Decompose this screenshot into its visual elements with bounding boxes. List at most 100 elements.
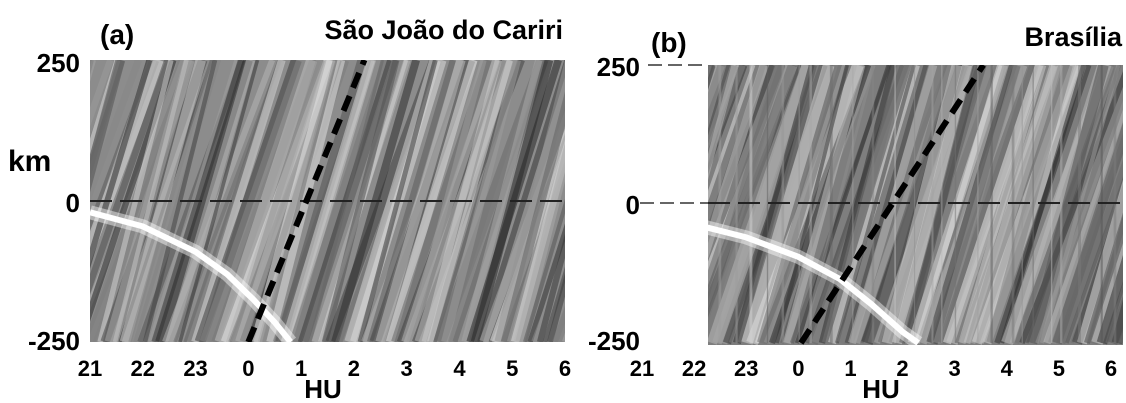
- panel-b-x-ticks: 21 22 23 0 1 2 3 4 5 6: [630, 356, 1117, 381]
- panel-a-xtick-6: 6: [559, 356, 571, 381]
- panel-b-xtick-22: 22: [682, 356, 706, 381]
- panel-a-texture-streak: [542, 266, 565, 342]
- panel-a-texture-streak: [494, 60, 565, 342]
- panel-b-texture-streak: [708, 65, 738, 181]
- panel-a-texture-streak: [600, 60, 686, 342]
- panel-b-texture-streak: [867, 65, 954, 345]
- panel-b-texture-streak: [572, 65, 661, 343]
- panel-b-bright-trace: [708, 224, 920, 345]
- panel-a-bright-trace: [90, 209, 293, 342]
- panel-b-xtick-6: 6: [1105, 356, 1117, 381]
- panel-a-texture-streak: [90, 60, 142, 203]
- panel-a-texture-streak: [90, 60, 125, 193]
- panel-a-texture-streak: [90, 60, 114, 128]
- panel-b-texture-streak: [1077, 179, 1123, 345]
- panel-b-ytick-0: 0: [626, 190, 640, 220]
- panel-b-texture-streak: [1086, 217, 1123, 345]
- panel-a-texture-streak: [0, 60, 31, 342]
- panel-b-texture-streak: [557, 65, 666, 343]
- panel-b-texture-streak: [708, 65, 727, 120]
- panel-b-texture-streak: [708, 65, 748, 175]
- panel-a-phase-line: [245, 60, 368, 342]
- panel-a-texture-streak: [0, 60, 40, 342]
- panel-a-y-ticks: 250 0 -250: [28, 48, 80, 356]
- panel-a-texture-streak: [0, 60, 46, 342]
- panel-b-label: (b): [651, 27, 687, 58]
- panel-a-texture-streak: [547, 273, 565, 342]
- panel-b-xtick-3: 3: [949, 356, 961, 381]
- panel-b-texture-streak: [602, 65, 689, 343]
- panel-a-ytick-250: 250: [37, 48, 80, 78]
- panel-b-texture-streak: [597, 65, 687, 343]
- panel-a-texture-streak: [90, 60, 94, 76]
- panel-a-xtick-3: 3: [401, 356, 413, 381]
- panel-a-texture-streak: [552, 306, 565, 342]
- panel-b-texture-streak: [1026, 65, 1109, 345]
- panel-b-title: Brasília: [1024, 22, 1123, 52]
- panel-a-texture-streak: [406, 60, 487, 342]
- panel-a-x-ticks: 21 22 23 0 1 2 3 4 5 6: [78, 356, 571, 381]
- panel-a-texture-streak: [191, 60, 286, 342]
- panel-a-texture-streak: [0, 60, 64, 342]
- panel-b-xtick-2: 2: [896, 356, 908, 381]
- panel-a-texture-streak: [0, 60, 66, 342]
- panel-b-texture-streak: [582, 65, 653, 343]
- panel-b-ytick-250: 250: [597, 52, 640, 82]
- panel-a-ytick-neg250: -250: [28, 326, 80, 356]
- panel-a-texture-streak: [570, 60, 671, 342]
- panel-b-texture-streak: [1043, 109, 1123, 345]
- panel-b-xtick-21: 21: [630, 356, 654, 381]
- panel-b-texture-streak: [708, 65, 716, 90]
- panel-a-texture-streak: [562, 332, 565, 342]
- panel-a-texture-streak: [0, 60, 57, 342]
- y-unit-label: km: [8, 145, 51, 178]
- panel-b-xtick-4: 4: [1001, 356, 1014, 381]
- panel-a-texture-streak: [0, 60, 25, 342]
- panel-a-plot-area: [0, 60, 686, 342]
- panel-a-title: São João do Cariri: [324, 15, 563, 45]
- panel-b-texture-streak: [708, 65, 713, 79]
- panel-b-plot-area: [557, 65, 1123, 345]
- panel-a-xtick-5: 5: [506, 356, 518, 381]
- panel-a-texture-streak: [575, 60, 662, 342]
- panel-a-x-label: HU: [304, 374, 342, 403]
- panel-a-ytick-0: 0: [66, 188, 80, 218]
- panel-a-texture-streak: [556, 317, 565, 342]
- panel-b-phase-line: [798, 65, 986, 345]
- panel-b-texture-streak: [958, 65, 1047, 345]
- panel-b: (b) Brasília 250 0 -250 21 22 23 0 1 2 3 4 5 6 HU: [557, 22, 1123, 403]
- panel-a-texture-streak: [0, 60, 67, 342]
- panel-a-xtick-0: 0: [242, 356, 254, 381]
- panel-b-y-ticks: 250 0 -250: [588, 52, 640, 356]
- panel-b-texture-streak: [562, 65, 656, 343]
- panel-b-texture-streak: [577, 65, 671, 343]
- panel-a-texture-streak: [90, 60, 96, 82]
- panel-b-xtick-1: 1: [844, 356, 856, 381]
- panel-a-texture-streak: [523, 198, 565, 342]
- panel-a-label: (a): [100, 19, 134, 50]
- panel-b-xtick-0: 0: [792, 356, 804, 381]
- panel-a-texture-streak: [280, 60, 375, 342]
- panel-b-xtick-5: 5: [1053, 356, 1065, 381]
- panel-a-texture-streak: [0, 60, 34, 342]
- panel-b-texture-streak: [1105, 282, 1123, 344]
- panel-b-ytick-neg250: -250: [588, 326, 640, 356]
- panel-a-xtick-23: 23: [183, 356, 207, 381]
- panel-a-xtick-4: 4: [453, 356, 466, 381]
- panel-b-x-label: HU: [862, 374, 900, 403]
- panel-a-texture-streak: [90, 60, 171, 295]
- panel-a-texture-streak: [580, 60, 654, 342]
- panel-b-xtick-23: 23: [734, 356, 758, 381]
- panel-a-texture-streak: [214, 60, 318, 342]
- panel-a-texture-streak: [537, 233, 565, 342]
- panel-a-texture-streak: [0, 60, 74, 342]
- panel-a-texture-streak: [527, 223, 565, 342]
- panel-a-xtick-1: 1: [295, 356, 307, 381]
- panel-a-xtick-22: 22: [131, 356, 155, 381]
- panel-a: (a) São João do Cariri 250 0 -250 21 22 23…: [0, 15, 686, 403]
- panel-a-texture-streak: [0, 60, 5, 342]
- panel-a-xtick-2: 2: [348, 356, 360, 381]
- panel-a-xtick-21: 21: [78, 356, 102, 381]
- panel-a-texture-streak: [0, 60, 37, 342]
